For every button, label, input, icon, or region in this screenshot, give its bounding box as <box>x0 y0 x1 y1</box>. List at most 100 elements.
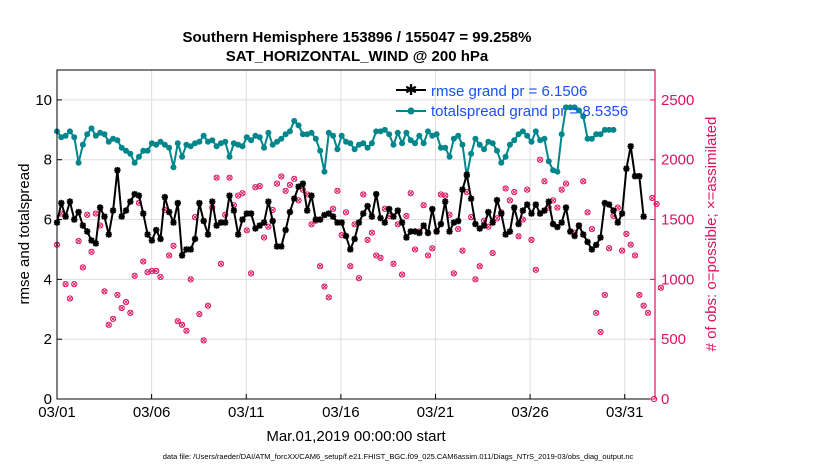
rmse-point <box>528 210 535 217</box>
totalspread-point <box>299 131 306 138</box>
totalspread-point <box>135 153 142 160</box>
obs-assimilated-point <box>516 233 522 239</box>
totalspread-point <box>161 141 168 148</box>
totalspread-point <box>524 132 531 139</box>
rmse-point <box>480 222 488 229</box>
rmse-point <box>96 204 104 211</box>
obs-possible-point <box>317 263 324 270</box>
obs-assimilated-point <box>321 284 327 290</box>
totalspread-point <box>528 138 535 145</box>
obs-possible-point <box>329 205 337 212</box>
obs-assimilated-point <box>360 191 366 197</box>
obs-possible-point <box>62 281 69 288</box>
totalspread-point <box>394 129 401 136</box>
totalspread-point <box>498 159 505 166</box>
obs-assimilated-point <box>533 267 539 273</box>
rmse-point <box>411 228 419 235</box>
obs-assimilated-point <box>585 209 591 215</box>
totalspread-point <box>312 135 319 142</box>
totalspread-point <box>66 128 73 135</box>
totalspread-point <box>226 153 233 160</box>
totalspread-series <box>54 104 617 180</box>
rmse-point <box>308 192 315 199</box>
totalspread-point <box>330 132 337 139</box>
obs-assimilated-point <box>261 234 267 241</box>
obs-assimilated-point <box>356 275 362 281</box>
obs-possible-point <box>256 182 263 190</box>
obs-possible-point <box>178 321 186 328</box>
x-axis-label: Mar.01,2019 00:00:00 start <box>266 428 446 445</box>
rmse-point <box>88 237 95 244</box>
totalspread-point <box>399 140 406 147</box>
totalspread-point <box>127 150 134 157</box>
rmse-point <box>463 171 470 178</box>
obs-possible-point <box>321 283 328 290</box>
obs-possible-point <box>472 276 479 283</box>
totalspread-point <box>563 104 570 111</box>
obs-possible-point <box>282 187 289 194</box>
legend[interactable]: ✱ rmse grand pr = 6.1506 totalspread gra… <box>396 81 628 120</box>
rmse-point <box>403 234 410 241</box>
obs-assimilated-point <box>287 182 293 188</box>
rmse-point <box>489 219 496 226</box>
obs-assimilated-point <box>188 276 194 282</box>
obs-assimilated-point <box>330 206 336 212</box>
rmse-point <box>187 246 194 253</box>
rmse-point <box>157 235 164 243</box>
totalspread-point <box>472 135 479 142</box>
x-tick-label: 03/21 <box>417 404 455 421</box>
obs-possible-point <box>71 281 78 288</box>
rmse-point <box>170 219 177 226</box>
rmse-point <box>450 219 458 226</box>
rmse-point <box>588 246 596 253</box>
rmse-point <box>575 222 583 229</box>
x-tick-label: 03/06 <box>133 404 171 421</box>
rmse-point <box>200 217 207 225</box>
obs-assimilated-point <box>507 197 513 203</box>
obs-assimilated-point <box>563 181 569 187</box>
obs-assimilated-point <box>196 311 202 317</box>
totalspread-point <box>558 131 565 138</box>
data-file-footnote: data file: /Users/raeder/DAI/ATM_forcXX/… <box>163 452 634 461</box>
obs-assimilated-point <box>63 281 69 287</box>
totalspread-point <box>170 164 177 171</box>
obs-assimilated-point <box>403 213 409 219</box>
obs-possible-point <box>368 229 375 236</box>
rmse-point <box>502 231 509 238</box>
obs-possible-point <box>260 234 268 241</box>
rmse-point <box>312 216 320 223</box>
obs-assimilated-point <box>503 185 509 191</box>
totalspread-point <box>601 126 608 133</box>
totalspread-point <box>79 141 86 148</box>
rmse-point <box>407 228 414 235</box>
totalspread-point <box>468 150 475 157</box>
rmse-point <box>549 220 557 228</box>
totalspread-point <box>390 141 397 148</box>
totalspread-point <box>368 140 375 147</box>
rmse-point <box>178 252 186 259</box>
totalspread-point <box>412 140 419 147</box>
totalspread-point <box>209 137 216 144</box>
rmse-point <box>265 198 272 205</box>
obs-possible-point <box>455 226 462 233</box>
rmse-point <box>610 207 617 214</box>
totalspread-point <box>459 141 466 148</box>
totalspread-point <box>338 132 345 139</box>
obs-possible-point <box>342 209 350 216</box>
obs-possible-point <box>226 174 233 181</box>
rmse-point <box>541 207 548 214</box>
rmse-point <box>183 246 190 253</box>
rmse-point <box>424 229 432 237</box>
totalspread-point <box>75 159 82 166</box>
obs-assimilated-point <box>101 288 107 294</box>
rmse-point <box>234 231 242 238</box>
totalspread-point <box>554 168 561 175</box>
rmse-point <box>252 225 259 232</box>
obs-assimilated-point <box>265 224 271 230</box>
rmse-point <box>114 166 121 174</box>
obs-possible-point <box>506 197 514 204</box>
obs-assimilated-point <box>119 305 125 311</box>
obs-assimilated-point <box>477 263 483 269</box>
obs-possible-point <box>515 233 522 240</box>
totalspread-point <box>493 147 500 154</box>
